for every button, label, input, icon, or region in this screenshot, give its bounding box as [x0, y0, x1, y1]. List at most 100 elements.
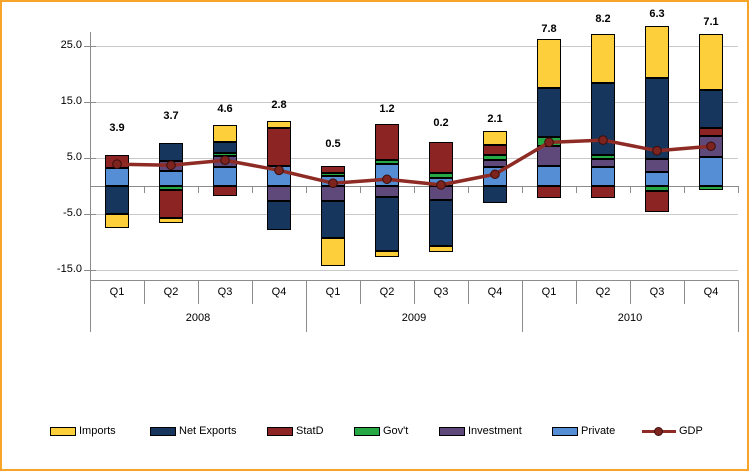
- y-axis-label: -5.0: [63, 207, 82, 219]
- legend-label: Net Exports: [179, 425, 237, 437]
- bar-segment-statd: [645, 191, 669, 213]
- legend-label: GDP: [679, 425, 703, 437]
- gridline: [90, 270, 738, 271]
- x-axis-tick: [630, 186, 631, 193]
- bar-segment-statd: [591, 186, 615, 198]
- bar-segment-net-exports: [267, 201, 291, 231]
- bar-segment-net-exports: [375, 197, 399, 251]
- y-axis-line: [90, 32, 91, 280]
- legend-item-net-exports: Net Exports: [150, 425, 236, 437]
- legend-item-statd: StatD: [267, 425, 324, 437]
- bar-segment-imports: [429, 245, 453, 253]
- bar-segment-private: [213, 166, 237, 186]
- legend-label: Investment: [468, 425, 522, 437]
- bar-segment-gov-t: [375, 160, 399, 165]
- legend-label: Private: [581, 425, 616, 437]
- year-separator: [90, 280, 91, 332]
- data-label: 4.6: [217, 102, 233, 115]
- bar-segment-statd: [375, 123, 399, 161]
- quarter-separator: [252, 280, 253, 304]
- quarter-label: Q3: [217, 286, 233, 298]
- gdp-line-swatch: [642, 426, 676, 436]
- bar-segment-net-exports: [429, 200, 453, 246]
- bar-segment-gov-t: [213, 152, 237, 156]
- bar-segment-imports: [591, 33, 615, 83]
- bar-segment-imports: [483, 130, 507, 145]
- bar-segment-gov-t: [483, 154, 507, 160]
- bar-segment-net-exports: [537, 88, 561, 137]
- quarter-separator: [576, 280, 577, 304]
- bar-segment-statd: [321, 165, 345, 174]
- x-axis-tick: [252, 186, 253, 193]
- gdp-marker: [598, 135, 608, 145]
- bar-segment-gov-t: [429, 173, 453, 179]
- bar-segment-imports: [699, 33, 723, 91]
- gridline: [90, 158, 738, 159]
- x-axis-tick: [306, 186, 307, 193]
- gdp-marker: [220, 155, 230, 166]
- quarter-separator: [630, 280, 631, 304]
- bar-segment-investment: [591, 159, 615, 167]
- bar-segment-gov-t: [645, 186, 669, 192]
- quarter-label: Q4: [703, 286, 719, 298]
- legend-item-imports: Imports: [50, 425, 116, 437]
- bar-segment-statd: [699, 127, 723, 136]
- bar-segment-imports: [321, 238, 345, 267]
- quarter-separator: [468, 280, 469, 304]
- y-axis-label: -15.0: [56, 263, 82, 275]
- legend-swatch: [267, 426, 293, 436]
- gdp-marker: [436, 180, 446, 190]
- quarter-label: Q2: [379, 286, 395, 298]
- bar-segment-statd: [537, 186, 561, 198]
- bar-segment-private: [159, 170, 183, 186]
- quarter-separator: [360, 280, 361, 304]
- gdp-line: [116, 138, 712, 187]
- legend-item-private: Private: [552, 425, 615, 437]
- bar-segment-imports: [375, 250, 399, 258]
- y-axis-label: 15.0: [60, 95, 82, 107]
- x-axis-tick: [468, 186, 469, 193]
- data-label: 6.3: [649, 7, 665, 20]
- gdp-marker: [112, 159, 122, 169]
- year-label: 2009: [401, 312, 427, 324]
- bar-segment-net-exports: [105, 186, 129, 214]
- data-label: 3.9: [109, 122, 125, 135]
- quarter-separator: [144, 280, 145, 304]
- bar-segment-investment: [375, 186, 399, 198]
- gdp-marker: [274, 165, 284, 176]
- year-separator: [738, 280, 739, 332]
- gdp-marker: [544, 137, 554, 148]
- bar-segment-gov-t: [321, 173, 345, 176]
- gdp-marker: [166, 160, 176, 171]
- legend-swatch: [150, 426, 176, 436]
- legend-label: Gov't: [383, 425, 409, 437]
- x-axis-tick: [414, 186, 415, 193]
- gdp-marker: [652, 145, 662, 156]
- gdp-marker: [706, 141, 716, 152]
- bar-segment-net-exports: [213, 142, 237, 153]
- legend-swatch: [439, 426, 465, 436]
- gridline: [90, 214, 738, 215]
- legend-swatch: [552, 426, 578, 436]
- legend-item-gdp: GDP: [642, 425, 703, 437]
- y-axis-label: 5.0: [66, 151, 82, 163]
- legend-label: Imports: [79, 425, 116, 437]
- gdp-marker: [328, 178, 338, 188]
- gdp-line-swatch-marker: [654, 426, 663, 436]
- data-label: 0.5: [325, 137, 341, 150]
- bar-segment-statd: [483, 144, 507, 155]
- bar-segment-statd: [267, 127, 291, 166]
- quarter-label: Q2: [163, 286, 179, 298]
- bar-segment-gov-t: [159, 186, 183, 190]
- quarter-label: Q2: [595, 286, 611, 298]
- quarter-label: Q1: [109, 286, 125, 298]
- bar-segment-statd: [159, 189, 183, 218]
- bar-segment-private: [591, 166, 615, 186]
- data-label: 2.8: [271, 99, 287, 112]
- x-axis-tick: [90, 186, 91, 193]
- bar-segment-net-exports: [483, 186, 507, 203]
- bar-segment-gov-t: [699, 186, 723, 190]
